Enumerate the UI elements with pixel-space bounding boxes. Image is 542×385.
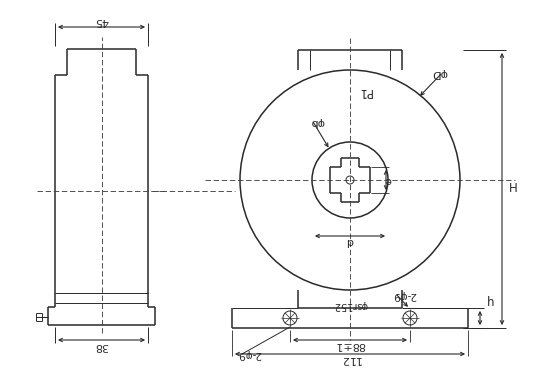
- Text: 2-φ9: 2-φ9: [237, 349, 261, 359]
- Text: 112: 112: [339, 354, 360, 364]
- Text: 45: 45: [94, 16, 108, 26]
- Text: P1: P1: [358, 85, 372, 99]
- Text: H: H: [509, 182, 518, 196]
- Text: 38: 38: [94, 341, 108, 351]
- Text: h: h: [487, 296, 494, 310]
- Text: d: d: [346, 236, 353, 246]
- Text: 88±1: 88±1: [335, 340, 365, 350]
- Text: φb: φb: [310, 117, 324, 127]
- Text: 2-φ9: 2-φ9: [392, 290, 416, 300]
- Text: e: e: [385, 175, 391, 185]
- Text: φD: φD: [431, 68, 447, 78]
- Text: φsr152: φsr152: [333, 300, 367, 310]
